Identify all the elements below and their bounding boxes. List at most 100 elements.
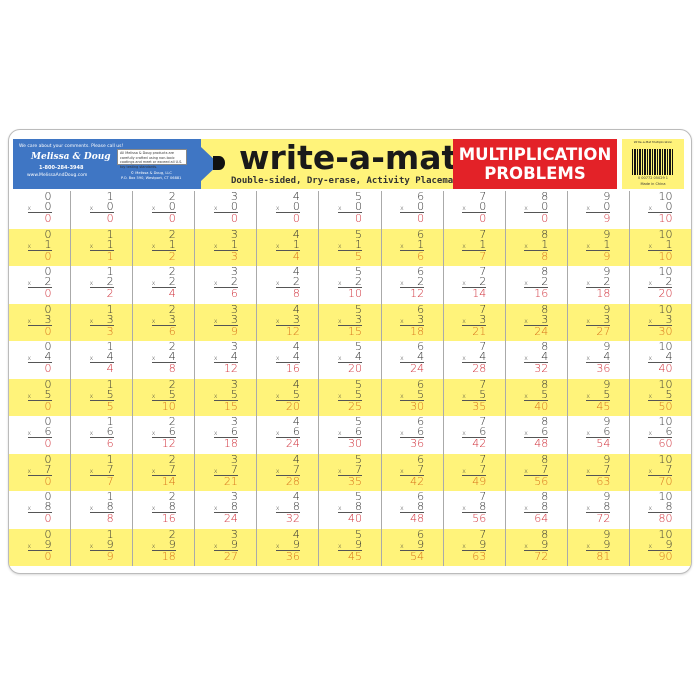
problem-cell[interactable]: 4 x6 24 xyxy=(256,416,318,454)
problem-cell[interactable]: 1 x9 9 xyxy=(70,528,132,566)
problem-cell[interactable]: 1 x1 1 xyxy=(70,228,132,266)
problem-cell[interactable]: 0 x8 0 xyxy=(9,491,70,529)
problem-cell[interactable]: 5 x6 30 xyxy=(318,416,380,454)
problem-cell[interactable]: 3 x3 9 xyxy=(194,303,256,341)
problem-cell[interactable]: 10 x2 20 xyxy=(628,266,691,304)
problem-cell[interactable]: 6 x1 6 xyxy=(380,228,443,266)
problem-cell[interactable]: 3 x6 18 xyxy=(194,416,256,454)
problem-cell[interactable]: 0 x3 0 xyxy=(9,304,70,342)
problem-cell[interactable]: 8 x4 32 xyxy=(504,341,567,379)
problem-cell[interactable]: 2 x1 2 xyxy=(132,228,194,266)
problem-cell[interactable]: 5 x9 45 xyxy=(318,528,380,566)
problem-cell[interactable]: 10 x0 10 xyxy=(628,191,691,229)
problem-cell[interactable]: 10 x5 50 xyxy=(628,378,691,416)
problem-cell[interactable]: 7 x2 14 xyxy=(442,266,505,304)
problem-cell[interactable]: 3 x8 24 xyxy=(194,491,256,529)
problem-cell[interactable]: 2 x6 12 xyxy=(132,416,194,454)
problem-cell[interactable]: 7 x3 21 xyxy=(442,303,505,341)
problem-cell[interactable]: 3 x0 0 xyxy=(194,191,256,229)
problem-cell[interactable]: 4 x1 4 xyxy=(256,228,318,266)
problem-cell[interactable]: 1 x3 3 xyxy=(70,303,132,341)
problem-cell[interactable]: 4 x5 20 xyxy=(256,378,318,416)
problem-cell[interactable]: 3 x9 27 xyxy=(194,528,256,566)
problem-cell[interactable]: 6 x9 54 xyxy=(380,528,443,566)
problem-cell[interactable]: 8 x6 48 xyxy=(504,416,567,454)
problem-cell[interactable]: 1 x5 5 xyxy=(70,378,132,416)
problem-cell[interactable]: 8 x3 24 xyxy=(504,303,567,341)
problem-cell[interactable]: 8 x9 72 xyxy=(504,528,567,566)
problem-cell[interactable]: 6 x3 18 xyxy=(380,303,443,341)
problem-cell[interactable]: 9 x6 54 xyxy=(566,416,629,454)
problem-cell[interactable]: 4 x9 36 xyxy=(256,528,318,566)
problem-cell[interactable]: 7 x1 7 xyxy=(442,228,505,266)
problem-cell[interactable]: 4 x0 0 xyxy=(256,191,318,229)
problem-cell[interactable]: 9 x3 27 xyxy=(566,303,629,341)
problem-cell[interactable]: 2 x3 6 xyxy=(132,303,194,341)
problem-cell[interactable]: 1 x8 8 xyxy=(70,491,132,529)
problem-cell[interactable]: 1 x0 0 xyxy=(70,191,132,229)
problem-cell[interactable]: 8 x1 8 xyxy=(504,228,567,266)
problem-cell[interactable]: 5 x8 40 xyxy=(318,491,380,529)
problem-cell[interactable]: 5 x4 20 xyxy=(318,341,380,379)
problem-cell[interactable]: 5 x2 10 xyxy=(318,266,380,304)
problem-cell[interactable]: 1 x2 2 xyxy=(70,266,132,304)
problem-cell[interactable]: 2 x5 10 xyxy=(132,378,194,416)
problem-cell[interactable]: 7 x8 56 xyxy=(442,491,505,529)
problem-cell[interactable]: 4 x2 8 xyxy=(256,266,318,304)
problem-cell[interactable]: 6 x7 42 xyxy=(380,453,443,491)
problem-cell[interactable]: 6 x2 12 xyxy=(380,266,443,304)
problem-cell[interactable]: 7 x7 49 xyxy=(442,453,505,491)
problem-cell[interactable]: 3 x4 12 xyxy=(194,341,256,379)
problem-cell[interactable]: 5 x5 25 xyxy=(318,378,380,416)
problem-cell[interactable]: 0 x5 0 xyxy=(9,379,70,417)
problem-cell[interactable]: 6 x0 0 xyxy=(380,191,443,229)
problem-cell[interactable]: 5 x1 5 xyxy=(318,228,380,266)
problem-cell[interactable]: 1 x7 7 xyxy=(70,453,132,491)
problem-cell[interactable]: 2 x7 14 xyxy=(132,453,194,491)
problem-cell[interactable]: 2 x8 16 xyxy=(132,491,194,529)
problem-cell[interactable]: 8 x8 64 xyxy=(504,491,567,529)
problem-cell[interactable]: 6 x4 24 xyxy=(380,341,443,379)
problem-cell[interactable]: 2 x4 8 xyxy=(132,341,194,379)
problem-cell[interactable]: 8 x7 56 xyxy=(504,453,567,491)
problem-cell[interactable]: 0 x2 0 xyxy=(9,266,70,304)
problem-cell[interactable]: 1 x6 6 xyxy=(70,416,132,454)
problem-cell[interactable]: 9 x7 63 xyxy=(566,453,629,491)
problem-cell[interactable]: 4 x7 28 xyxy=(256,453,318,491)
problem-cell[interactable]: 9 x8 72 xyxy=(566,491,629,529)
problem-cell[interactable]: 2 x2 4 xyxy=(132,266,194,304)
problem-cell[interactable]: 2 x9 18 xyxy=(132,528,194,566)
problem-cell[interactable]: 7 x4 28 xyxy=(442,341,505,379)
problem-cell[interactable]: 9 x1 9 xyxy=(566,228,629,266)
problem-cell[interactable]: 5 x7 35 xyxy=(318,453,380,491)
problem-cell[interactable]: 10 x9 90 xyxy=(628,528,691,566)
problem-cell[interactable]: 3 x5 15 xyxy=(194,378,256,416)
problem-cell[interactable]: 0 x7 0 xyxy=(9,454,70,492)
problem-cell[interactable]: 7 x9 63 xyxy=(442,528,505,566)
problem-cell[interactable]: 0 x1 0 xyxy=(9,229,70,267)
problem-cell[interactable]: 10 x6 60 xyxy=(628,416,691,454)
problem-cell[interactable]: 4 x8 32 xyxy=(256,491,318,529)
problem-cell[interactable]: 5 x3 15 xyxy=(318,303,380,341)
problem-cell[interactable]: 10 x8 80 xyxy=(628,491,691,529)
problem-cell[interactable]: 5 x0 0 xyxy=(318,191,380,229)
problem-cell[interactable]: 7 x6 42 xyxy=(442,416,505,454)
problem-cell[interactable]: 6 x5 30 xyxy=(380,378,443,416)
problem-cell[interactable]: 0 x9 0 xyxy=(9,529,70,567)
problem-cell[interactable]: 10 x7 70 xyxy=(628,453,691,491)
problem-cell[interactable]: 9 x0 9 xyxy=(566,191,629,229)
problem-cell[interactable]: 7 x0 0 xyxy=(442,191,505,229)
problem-cell[interactable]: 0 x0 0 xyxy=(9,191,70,229)
problem-cell[interactable]: 8 x5 40 xyxy=(504,378,567,416)
problem-cell[interactable]: 7 x5 35 xyxy=(442,378,505,416)
problem-cell[interactable]: 4 x3 12 xyxy=(256,303,318,341)
problem-cell[interactable]: 4 x4 16 xyxy=(256,341,318,379)
problem-cell[interactable]: 6 x8 48 xyxy=(380,491,443,529)
problem-cell[interactable]: 1 x4 4 xyxy=(70,341,132,379)
problem-cell[interactable]: 10 x1 10 xyxy=(628,228,691,266)
problem-cell[interactable]: 10 x3 30 xyxy=(628,303,691,341)
problem-cell[interactable]: 3 x2 6 xyxy=(194,266,256,304)
problem-cell[interactable]: 9 x2 18 xyxy=(566,266,629,304)
problem-cell[interactable]: 3 x7 21 xyxy=(194,453,256,491)
problem-cell[interactable]: 10 x4 40 xyxy=(628,341,691,379)
